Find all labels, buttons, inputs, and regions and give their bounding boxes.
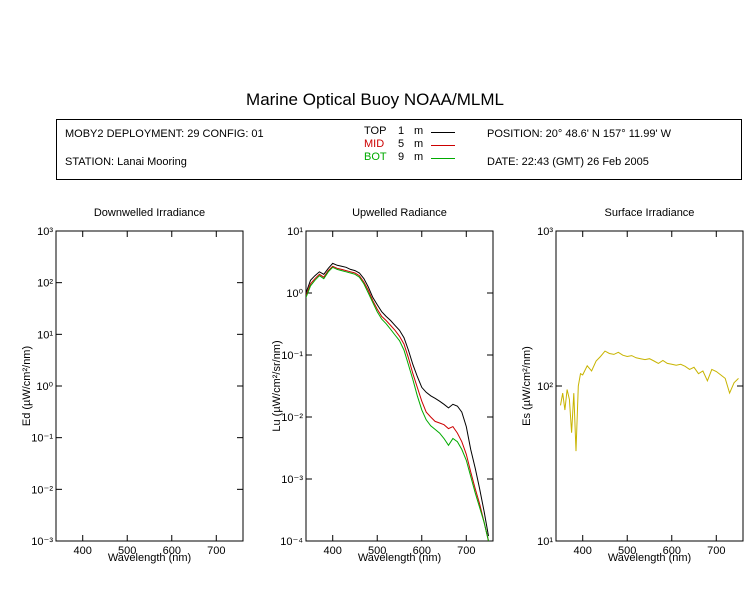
y-tick-label: 10⁻² [281,412,303,424]
y-tick-label: 10³ [37,226,53,238]
y-axis-label: Ed (µW/cm²/nm) [21,346,33,426]
y-tick-label: 10⁻³ [31,536,53,548]
x-tick-label: 600 [413,545,431,557]
x-tick-label: 400 [74,545,92,557]
y-tick-label: 10⁻¹ [281,350,303,362]
y-tick-label: 10² [37,278,53,290]
legend-mid-name: MID [364,138,385,150]
plot-frame [555,230,744,542]
position-text: POSITION: 20° 48.6' N 157° 11.99' W [487,128,671,140]
legend-mid-unit: m [414,138,424,150]
info-box: MOBY2 DEPLOYMENT: 29 CONFIG: 01 STATION:… [56,119,742,180]
y-tick-label: 10¹ [287,226,303,238]
legend-top-unit: m [414,125,424,137]
page-title: Marine Optical Buoy NOAA/MLML [246,90,504,109]
x-tick-label: 700 [707,545,725,557]
y-tick-label: 10⁻³ [281,474,303,486]
chart-title: Upwelled Radiance [352,207,447,219]
x-tick-label: 600 [663,545,681,557]
y-tick-label: 10¹ [37,329,53,341]
y-tick-label: 10² [537,381,553,393]
x-tick-label: 700 [207,545,225,557]
series-line-bot [306,266,489,541]
x-tick-label: 500 [368,545,386,557]
y-tick-label: 10⁰ [36,381,53,393]
y-tick-label: 10⁰ [286,288,303,300]
legend-top-depth: 1 [398,125,405,137]
plot-frame [305,230,494,542]
x-axis-label: Wavelength (nm) [608,552,691,564]
y-tick-label: 10⁻⁴ [280,536,303,548]
series-line-mid [306,265,489,541]
station-text: STATION: Lanai Mooring [65,156,187,168]
x-axis-label: Wavelength (nm) [358,552,441,564]
y-tick-label: 10⁻¹ [31,433,53,445]
chart-title: Surface Irradiance [605,207,695,219]
y-axis-label: Es (µW/cm²/nm) [521,346,533,426]
x-tick-label: 500 [618,545,636,557]
deployment-text: MOBY2 DEPLOYMENT: 29 CONFIG: 01 [65,128,264,140]
legend-bot-depth: 9 [398,151,405,163]
date-text: DATE: 22:43 (GMT) 26 Feb 2005 [487,156,649,168]
x-tick-label: 400 [574,545,592,557]
plot-frame [55,230,244,542]
y-tick-label: 10⁻² [31,484,53,496]
chart-title: Downwelled Irradiance [94,207,205,219]
y-tick-label: 10³ [537,226,553,238]
x-tick-label: 600 [163,545,181,557]
y-axis-label: Lu (µW/cm²/sr/nm) [271,340,283,431]
x-axis-label: Wavelength (nm) [108,552,191,564]
legend-mid-depth: 5 [398,138,405,150]
x-tick-label: 400 [324,545,342,557]
series-line-es [560,350,739,452]
series-line-top [306,262,489,537]
legend-bot-unit: m [414,151,424,163]
legend-bot-line [431,158,455,159]
x-tick-label: 500 [118,545,136,557]
legend-mid-line [431,145,455,146]
legend-top-name: TOP [364,125,387,137]
x-tick-label: 700 [457,545,475,557]
legend-bot-name: BOT [364,151,387,163]
legend-top-line [431,132,455,133]
y-tick-label: 10¹ [537,536,553,548]
